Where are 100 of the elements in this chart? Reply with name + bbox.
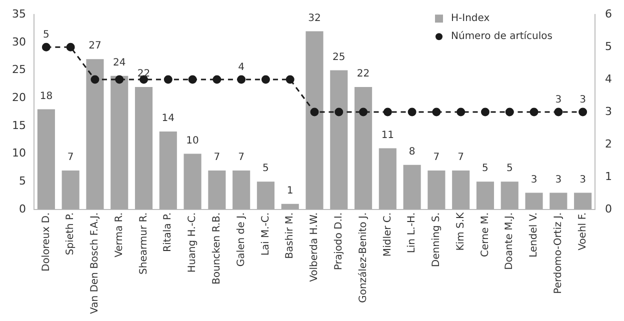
bar [159, 131, 177, 210]
point [578, 108, 588, 116]
bar [232, 170, 250, 210]
data-label: 7 [238, 152, 245, 164]
bar [256, 182, 274, 210]
data-label: 5 [43, 30, 50, 41]
legend-label: Número de artículos [451, 31, 552, 42]
x-tick-label: Cerne M. [480, 212, 491, 257]
point [383, 108, 392, 116]
point [530, 108, 538, 116]
bar [525, 192, 543, 210]
bar [403, 164, 421, 210]
y2-tick-label: 1 [605, 170, 612, 183]
data-label: 3 [580, 174, 586, 186]
y2-tick-label: 4 [605, 72, 612, 86]
point [334, 108, 344, 116]
point [359, 108, 368, 116]
y-tick-label: 25 [12, 63, 26, 76]
x-tick-label: Huang H.-C. [187, 212, 198, 273]
data-label: 22 [356, 68, 370, 80]
point [237, 75, 246, 84]
bar [574, 192, 592, 210]
point [456, 108, 466, 116]
bar [428, 170, 446, 210]
data-label: 25 [332, 52, 346, 63]
data-label: 1 [286, 185, 294, 196]
data-label: 7 [214, 152, 220, 164]
x-tick-label: Lai M.-C. [260, 212, 272, 256]
y-tick-label: 30 [12, 35, 26, 48]
bar [281, 204, 299, 210]
point [480, 108, 490, 116]
point [115, 75, 124, 84]
bar [110, 76, 128, 210]
data-label: 7 [67, 152, 74, 164]
data-label: 14 [162, 113, 175, 124]
data-label: 5 [482, 163, 488, 174]
y2-tick-label: 5 [605, 40, 612, 53]
point [505, 108, 514, 116]
legend-label: H-Index [451, 13, 490, 24]
point [42, 42, 50, 52]
x-tick-label: González-Benito J. [358, 212, 369, 303]
data-label: 3 [555, 94, 562, 106]
x-tick-label: Voehl F. [577, 212, 588, 250]
data-label: 4 [238, 62, 245, 74]
bar [330, 70, 348, 210]
data-label: 5 [506, 163, 513, 174]
y-tick-label: 20 [12, 90, 26, 104]
bar [184, 154, 202, 210]
y-tick-label: 15 [12, 118, 26, 132]
y-tick-label: 10 [12, 146, 26, 160]
x-tick-label: Doloreux D. [40, 212, 52, 272]
bar [37, 109, 55, 210]
point [66, 42, 75, 52]
data-label: 18 [40, 90, 53, 102]
bar [500, 182, 518, 210]
bar [452, 170, 470, 210]
x-tick-label: Spieth P. [65, 212, 76, 256]
data-label: 11 [381, 130, 394, 141]
data-label: 3 [580, 94, 586, 106]
point [286, 75, 294, 84]
data-label: 7 [458, 152, 464, 164]
point [212, 75, 222, 84]
data-label: 32 [308, 12, 321, 24]
bar [86, 59, 104, 210]
x-tick-label: Lendel V. [528, 212, 540, 258]
x-tick-label: Denning S. [431, 212, 442, 268]
x-tick-label: Galen de J. [236, 212, 247, 267]
x-tick-label: Kim S.K [455, 212, 466, 251]
bar [208, 170, 226, 210]
x-tick-label: Verma R. [114, 212, 125, 258]
bar [306, 31, 324, 210]
data-label: 22 [137, 68, 150, 80]
x-tick-label: Bashir M. [284, 212, 296, 259]
data-label: 24 [113, 57, 126, 68]
x-tick-label: Lin L.-H. [406, 212, 418, 254]
data-label: 10 [186, 135, 199, 146]
data-label: 3 [555, 174, 562, 186]
point [164, 75, 172, 84]
data-label: 8 [408, 146, 416, 158]
x-tick-label: Van Den Bosch F.A.J. [90, 212, 101, 314]
x-tick-label: Shearmur R. [138, 212, 150, 274]
data-label: 7 [433, 152, 440, 164]
point [90, 75, 100, 84]
data-label: 3 [530, 174, 538, 186]
point [554, 108, 563, 116]
bar [354, 86, 372, 210]
point [408, 108, 416, 116]
y-tick-label: 0 [18, 202, 26, 216]
data-label: 27 [88, 40, 102, 52]
point [188, 75, 197, 84]
x-tick-label: Perdomo-Ortiz J. [553, 212, 564, 294]
bar [378, 148, 396, 210]
y2-tick-label: 6 [605, 7, 612, 20]
bar [134, 86, 153, 210]
y-tick-label: 5 [18, 174, 26, 188]
x-tick-label: Ritala P. [162, 212, 174, 252]
y2-tick-label: 0 [605, 202, 612, 216]
data-label: 5 [262, 163, 269, 174]
x-tick-label: Midler C. [382, 212, 394, 257]
x-tick-label: Doante M.J. [504, 212, 516, 270]
